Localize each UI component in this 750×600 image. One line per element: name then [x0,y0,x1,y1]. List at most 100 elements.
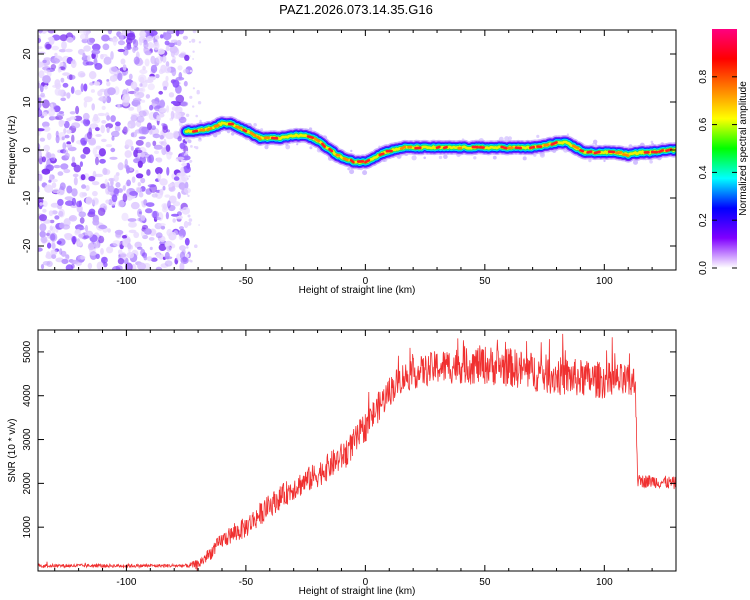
noise-speck [158,90,163,95]
noise-speck [159,134,164,140]
noise-speck [93,241,100,249]
noise-speck [170,39,178,43]
noise-speck [130,201,140,210]
noise-speck [151,125,156,131]
noise-speck [161,147,167,156]
noise-speck [136,115,145,123]
noise-speck [86,131,93,140]
noise-speck [58,120,66,125]
noise-speck [185,113,190,118]
snr-y-tick-label: 2000 [22,472,33,495]
noise-speck [38,46,43,50]
noise-speck [159,178,168,186]
noise-speck [70,59,77,69]
ridge-halo-speck [253,123,257,127]
noise-speck [40,92,45,98]
noise-speck [162,125,169,134]
noise-speck [88,71,97,80]
noise-speck [135,169,139,175]
noise-speck [138,126,147,135]
noise-speck [122,235,127,239]
noise-speck [170,100,178,105]
spectrogram-x-tick-label: 0 [363,276,369,287]
ridge-peak-mark [328,147,334,153]
noise-speck [122,126,128,135]
noise-speck [146,35,154,42]
noise-speck [168,92,175,98]
noise-speck [177,191,181,200]
noise-speck [175,215,183,220]
noise-speck [51,254,57,259]
noise-speck [125,165,130,174]
ridge-halo-speck [593,139,598,144]
noise-speck [175,76,185,81]
ridge-halo-speck [296,143,299,146]
ridge-halo-speck [603,159,606,163]
noise-speck [105,123,114,129]
noise-speck [77,48,85,55]
ridge-peak-mark [657,149,665,154]
noise-speck [78,30,88,34]
ridge-peak-mark [442,145,448,150]
ridge-peak-mark [622,153,630,157]
noise-speck [168,231,177,241]
noise-speck [63,232,73,239]
noise-speck [56,240,62,245]
noise-speck [115,182,121,188]
noise-speck [103,262,108,268]
noise-speck [112,38,117,46]
noise-speck [176,39,182,47]
noise-speck [47,30,56,34]
noise-speck [132,46,136,53]
noise-speck [65,200,74,206]
noise-speck [85,61,94,66]
noise-speck [189,160,192,163]
noise-speck [50,249,58,256]
noise-speck [88,208,96,215]
noise-speck [147,83,155,91]
noise-speck [48,210,54,217]
ridge-peak-mark [550,141,558,146]
noise-speck [147,76,156,81]
spectrogram-y-tick-label: 10 [22,96,33,108]
noise-speck [103,56,112,65]
noise-speck [117,249,123,255]
noise-speck [166,105,170,113]
noise-speck [122,185,127,191]
noise-speck [190,259,193,263]
noise-speck [107,228,111,233]
noise-speck [64,196,74,201]
noise-speck [60,77,65,83]
noise-speck [71,156,76,163]
noise-speck [192,50,195,53]
noise-speck [146,256,153,262]
noise-speck [82,118,87,125]
noise-speck [189,40,191,43]
noise-speck [124,150,132,158]
ridge-halo-speck [588,158,592,163]
spectrogram-y-tick-label: 0 [22,147,33,153]
noise-speck [165,132,175,140]
noise-speck [92,219,100,226]
noise-speck [90,89,95,93]
noise-speck [171,59,176,64]
noise-speck [97,207,106,216]
noise-speck [83,45,91,52]
noise-speck [124,158,128,168]
noise-speck [155,252,161,258]
noise-speck [43,84,48,90]
noise-speck [153,41,160,51]
noise-speck [68,215,78,222]
noise-speck [107,30,113,35]
noise-speck [157,173,162,182]
noise-speck [40,264,45,270]
noise-speck [54,215,60,220]
colorbar: 0.0 0.2 0.4 0.6 0.8 Normalized spectral ampl… [698,29,749,275]
noise-speck [129,191,139,196]
noise-speck [161,123,166,127]
noise-speck [95,127,100,132]
spectrogram-y-axis: -20 -10 0 10 20 [22,48,676,253]
noise-speck [99,158,106,164]
noise-speck [191,38,196,43]
